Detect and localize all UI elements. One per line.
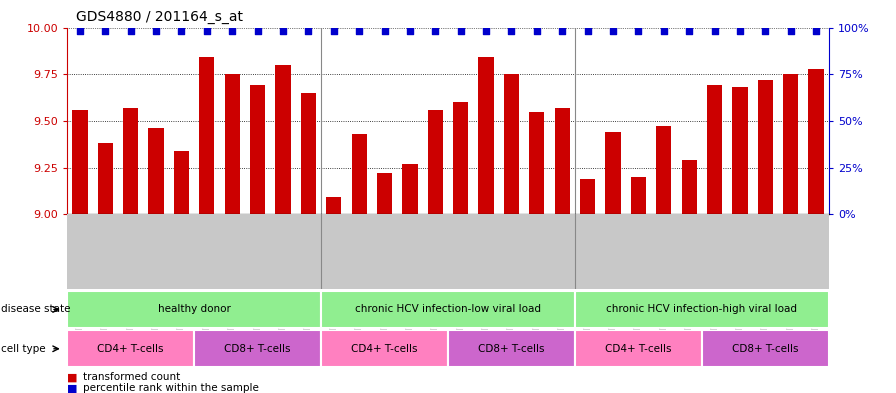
Bar (149, 128, 164, 214)
Text: transformed count: transformed count (83, 372, 181, 382)
Point (403, 28, 418, 35)
Bar (580, 179, 595, 214)
Bar (194, 330, 321, 367)
Point (530, 28, 544, 35)
Bar (530, 112, 545, 214)
Point (581, 28, 595, 35)
Bar (448, 330, 575, 367)
Text: percentile rank within the sample: percentile rank within the sample (83, 383, 259, 393)
Point (428, 28, 443, 35)
Bar (321, 291, 575, 328)
Point (478, 28, 493, 35)
Bar (702, 330, 829, 367)
Point (453, 28, 468, 35)
Point (149, 28, 163, 35)
Point (631, 28, 645, 35)
Bar (326, 197, 341, 214)
Bar (73, 110, 88, 214)
Point (73, 28, 87, 35)
Point (657, 28, 671, 35)
Text: CD4+ T-cells: CD4+ T-cells (605, 344, 672, 354)
Bar (707, 85, 722, 214)
Text: chronic HCV infection-low viral load: chronic HCV infection-low viral load (355, 305, 541, 314)
Point (606, 28, 620, 35)
Bar (377, 173, 392, 214)
Point (682, 28, 696, 35)
Bar (123, 108, 138, 214)
Point (708, 28, 722, 35)
Text: CD4+ T-cells: CD4+ T-cells (351, 344, 418, 354)
Bar (402, 164, 418, 214)
Bar (275, 65, 290, 214)
Text: healthy donor: healthy donor (158, 305, 230, 314)
Text: cell type: cell type (1, 344, 46, 354)
Text: CD4+ T-cells: CD4+ T-cells (98, 344, 164, 354)
Bar (732, 87, 747, 214)
Point (276, 28, 290, 35)
Bar (453, 102, 469, 214)
Bar (682, 160, 697, 214)
Point (377, 28, 392, 35)
Point (758, 28, 772, 35)
Point (301, 28, 315, 35)
Bar (67, 291, 321, 328)
Bar (98, 143, 113, 214)
Point (783, 28, 798, 35)
Bar (758, 80, 773, 214)
Bar (504, 74, 519, 214)
Point (327, 28, 341, 35)
Bar (575, 330, 702, 367)
Point (352, 28, 366, 35)
Text: disease state: disease state (1, 305, 71, 314)
Text: ■: ■ (67, 372, 78, 382)
Bar (575, 291, 829, 328)
Bar (199, 57, 214, 214)
Point (225, 28, 239, 35)
Bar (606, 132, 621, 214)
Bar (478, 57, 494, 214)
Text: CD8+ T-cells: CD8+ T-cells (478, 344, 545, 354)
Bar (351, 134, 366, 214)
Point (99, 28, 113, 35)
Text: ■: ■ (67, 383, 78, 393)
Point (504, 28, 519, 35)
Bar (225, 74, 240, 214)
Bar (656, 127, 671, 214)
Bar (67, 330, 194, 367)
Text: CD8+ T-cells: CD8+ T-cells (224, 344, 291, 354)
Point (809, 28, 823, 35)
Bar (783, 74, 798, 214)
Point (174, 28, 189, 35)
Point (200, 28, 214, 35)
Text: chronic HCV infection-high viral load: chronic HCV infection-high viral load (607, 305, 797, 314)
Point (556, 28, 570, 35)
Text: CD8+ T-cells: CD8+ T-cells (732, 344, 798, 354)
Bar (321, 330, 448, 367)
Point (124, 28, 138, 35)
Bar (808, 69, 823, 214)
Bar (631, 177, 646, 214)
Point (251, 28, 265, 35)
Point (733, 28, 747, 35)
Bar (555, 108, 570, 214)
Bar (250, 85, 265, 214)
Bar (301, 93, 316, 214)
Text: GDS4880 / 201164_s_at: GDS4880 / 201164_s_at (76, 9, 243, 24)
Bar (174, 151, 189, 214)
Bar (427, 110, 443, 214)
